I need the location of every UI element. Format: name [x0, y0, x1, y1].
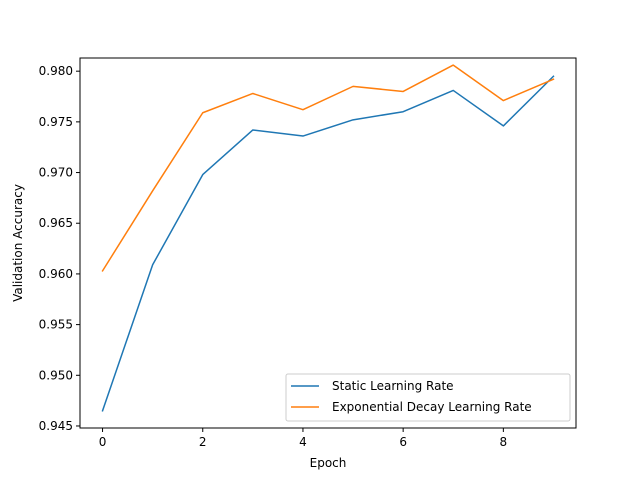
x-tick-label: 6	[399, 435, 407, 449]
x-tick-label: 8	[500, 435, 508, 449]
series-layer	[101, 64, 555, 412]
legend: Static Learning Rate Exponential Decay Le…	[285, 373, 571, 422]
y-tick-label: 0.945	[39, 419, 73, 433]
plot-frame	[79, 57, 577, 429]
series-line-2	[101, 64, 555, 272]
y-tick-label: 0.970	[39, 166, 73, 180]
legend-label-1: Static Learning Rate	[332, 379, 454, 393]
legend-label-2: Exponential Decay Learning Rate	[332, 400, 532, 414]
x-axis-label: Epoch	[310, 456, 347, 470]
x-tick-label: 4	[299, 435, 307, 449]
x-axis-ticks: 0 2 4 6 8	[99, 428, 507, 449]
y-tick-label: 0.950	[39, 368, 73, 382]
y-tick-label: 0.960	[39, 267, 73, 281]
y-tick-label: 0.980	[39, 64, 73, 78]
series-line-1	[101, 75, 555, 412]
y-tick-label: 0.975	[39, 115, 73, 129]
y-axis-label: Validation Accuracy	[11, 184, 25, 302]
y-tick-label: 0.965	[39, 216, 73, 230]
y-axis-ticks: 0.945 0.950 0.955 0.960 0.965 0.970 0.975 0.980	[39, 64, 80, 433]
y-tick-label: 0.955	[39, 318, 73, 332]
x-tick-label: 0	[99, 435, 107, 449]
legend-box	[285, 373, 571, 422]
x-tick-label: 2	[199, 435, 207, 449]
